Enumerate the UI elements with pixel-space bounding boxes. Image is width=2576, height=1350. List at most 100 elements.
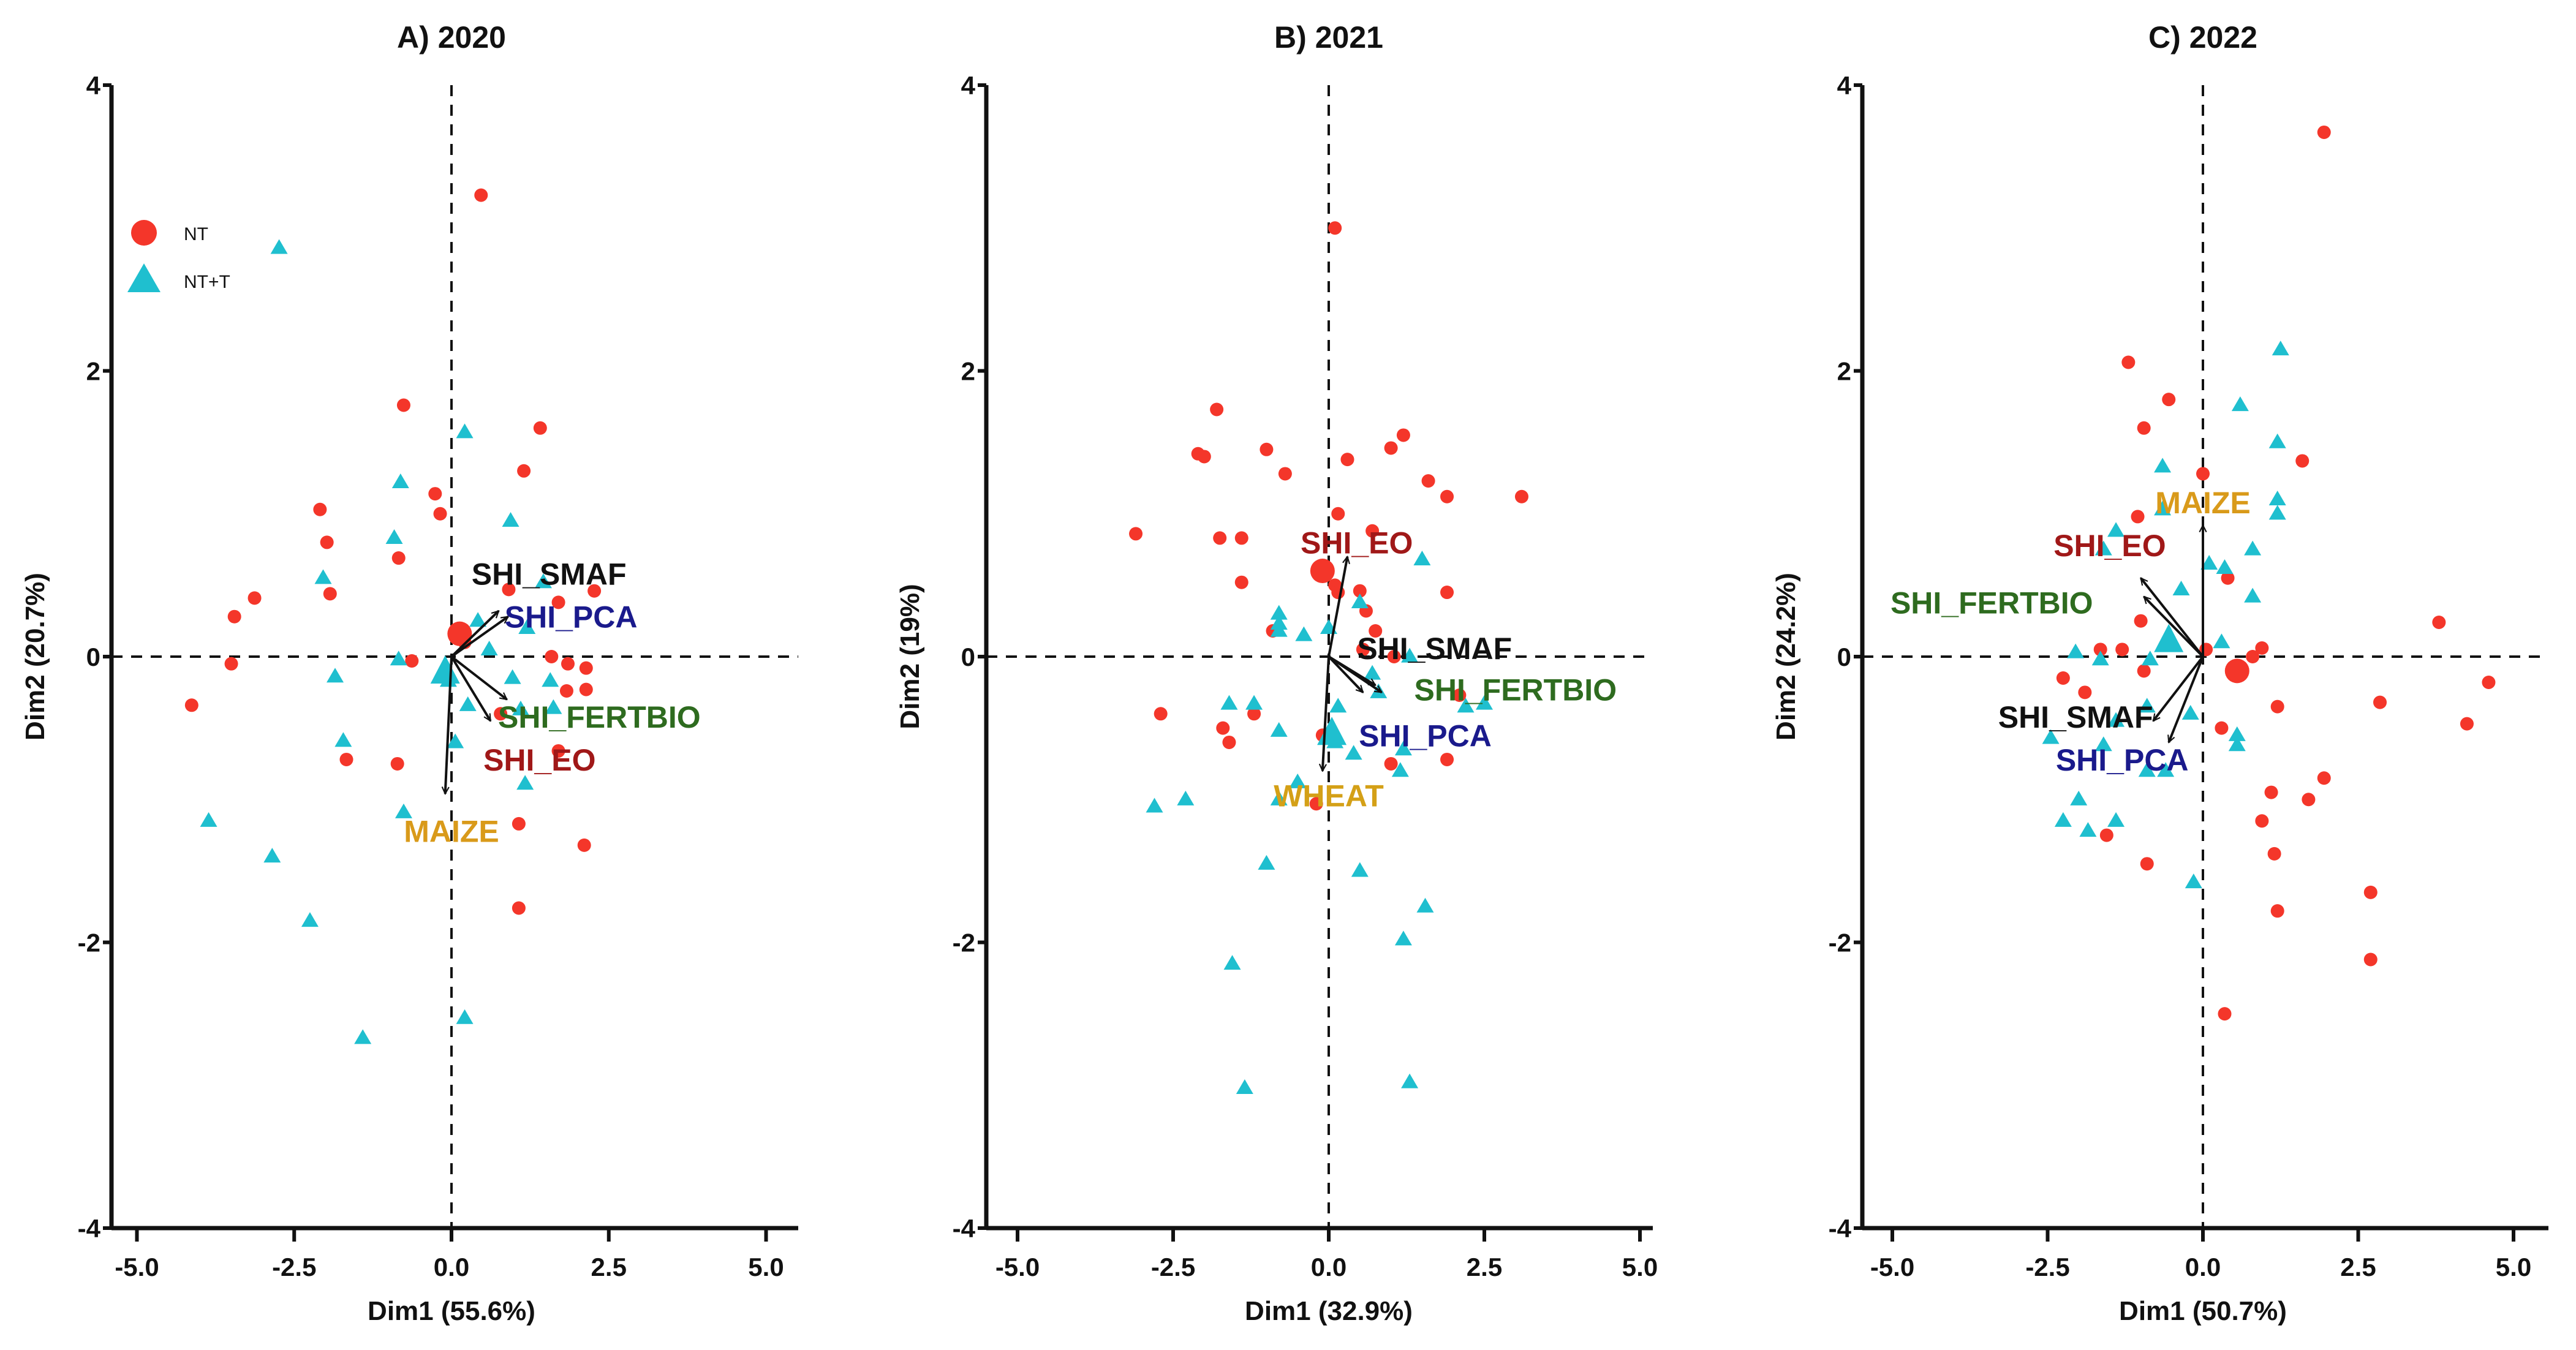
data-point-nt — [2099, 828, 2113, 842]
data-point-nt — [1260, 442, 1274, 456]
data-point-nt — [2093, 643, 2107, 657]
data-point-nt — [2246, 650, 2260, 663]
series-nt-t — [2042, 341, 2289, 889]
data-point-nt-t — [480, 640, 498, 655]
data-point-nt — [227, 609, 241, 624]
data-point-nt-t — [2091, 650, 2109, 666]
data-point-nt-t — [516, 775, 534, 790]
data-point-nt-t — [1476, 695, 1493, 710]
data-point-nt-t — [469, 612, 487, 627]
vector-label-shi-eo: SHI_EO — [483, 743, 595, 777]
x-tick-label: -5.0 — [115, 1253, 159, 1281]
panel-title: B) 2021 — [1274, 20, 1383, 55]
data-point-nt-t — [327, 668, 344, 683]
data-point-nt — [579, 661, 593, 675]
data-point-nt-t — [334, 732, 352, 747]
data-point-nt — [320, 535, 334, 549]
data-point-nt — [2317, 771, 2331, 785]
data-point-nt-t — [1295, 626, 1313, 641]
data-point-nt — [512, 816, 526, 831]
legend-label-nt-t: NT+T — [184, 272, 230, 292]
data-point-nt-t — [1220, 695, 1238, 710]
data-point-nt — [2255, 814, 2269, 828]
data-point-nt — [559, 684, 573, 698]
panel-title: C) 2022 — [2148, 20, 2257, 55]
panel-c-2022: C) 2022 -4 -2 0 2 4 -5.0 -2.5 0.0 2.5 5.0 Dim1 (50.… — [1771, 20, 2548, 1326]
vector-label-shi-eo: SHI_EO — [1301, 526, 1413, 560]
vector-label-maize: MAIZE — [404, 815, 499, 849]
data-point-nt-t — [390, 650, 407, 666]
centroid-nt-t — [2154, 624, 2184, 652]
vector-label-maize: MAIZE — [2155, 486, 2251, 520]
x-tick-label: -5.0 — [1870, 1253, 1914, 1281]
data-point-nt-t — [1270, 605, 1288, 620]
data-point-nt — [2218, 1007, 2232, 1021]
data-point-nt-t — [2181, 704, 2199, 720]
loading-arrow-shi-fertbio — [1328, 655, 1381, 693]
data-point-nt-t — [512, 700, 529, 715]
data-point-nt-t — [1258, 854, 1275, 870]
series-nt — [2056, 125, 2496, 1021]
series-nt — [1129, 221, 1528, 811]
data-point-nt-t — [534, 573, 552, 589]
data-point-nt — [494, 707, 508, 721]
y-tick-label: -2 — [1829, 929, 1851, 957]
data-point-nt — [2482, 675, 2496, 689]
data-point-nt — [1210, 402, 1224, 417]
data-point-nt-t — [1329, 698, 1347, 713]
data-point-nt — [474, 188, 488, 202]
loading-arrow-shi-eo — [450, 655, 492, 721]
data-point-nt — [2215, 721, 2229, 735]
data-point-nt-t — [1391, 762, 1409, 777]
data-point-nt-t — [2094, 540, 2112, 556]
data-point-nt-t — [2268, 505, 2286, 520]
data-point-nt-t — [391, 473, 409, 489]
data-point-nt — [2078, 685, 2092, 700]
data-point-nt — [587, 584, 602, 598]
loading-arrow-maize — [445, 656, 453, 794]
data-point-nt — [2056, 671, 2070, 685]
data-point-nt-t — [395, 803, 412, 818]
vector-label-shi-smaf: SHI_SMAF — [1357, 632, 1512, 666]
data-point-nt-t — [2107, 712, 2125, 727]
data-point-nt-t — [2094, 736, 2112, 752]
x-axis-label: Dim1 (50.7%) — [2119, 1296, 2287, 1326]
loading-arrow-shi-fertbio — [2144, 597, 2204, 658]
data-point-nt — [2363, 952, 2378, 967]
vector-label-shi-pca: SHI_PCA — [1359, 718, 1492, 753]
data-point-nt-t — [1394, 930, 1412, 946]
vector-label-shi-pca: SHI_PCA — [505, 600, 638, 635]
data-point-nt — [184, 698, 198, 712]
data-point-nt — [2317, 125, 2331, 139]
loading-arrow-shi-smaf — [450, 611, 499, 658]
data-point-nt — [1440, 752, 1454, 766]
data-point-nt — [2121, 355, 2136, 369]
data-point-nt — [1421, 474, 1435, 488]
data-point-nt-t — [2070, 790, 2088, 805]
x-tick-label: 2.5 — [1467, 1253, 1502, 1281]
data-point-nt-t — [1401, 1073, 1419, 1088]
data-point-nt-t — [504, 669, 521, 684]
data-point-nt — [1452, 688, 1467, 702]
y-tick-label: 0 — [961, 643, 975, 671]
legend: NT NT+T — [127, 220, 230, 292]
data-point-nt-t — [1223, 955, 1241, 970]
data-point-nt — [551, 744, 565, 758]
data-point-nt — [561, 657, 575, 671]
vector-label-shi-fertbio: SHI_FERTBIO — [1415, 673, 1617, 707]
panel-title: A) 2020 — [397, 20, 506, 55]
data-point-nt-t — [2185, 873, 2202, 889]
data-point-nt-t — [270, 239, 288, 254]
data-point-nt-t — [1236, 1079, 1253, 1095]
legend-triangle-icon — [127, 263, 161, 292]
data-point-nt — [1154, 707, 1168, 721]
vector-label-shi-smaf: SHI_SMAF — [1998, 700, 2153, 734]
data-point-nt — [1353, 584, 1367, 598]
data-point-nt — [512, 901, 526, 915]
data-point-nt — [2363, 885, 2378, 899]
data-point-nt-t — [2138, 762, 2156, 777]
x-tick-label: 0.0 — [434, 1253, 469, 1281]
y-tick-label: -2 — [78, 929, 100, 957]
data-point-nt — [1440, 586, 1454, 600]
data-point-nt — [2432, 616, 2446, 630]
